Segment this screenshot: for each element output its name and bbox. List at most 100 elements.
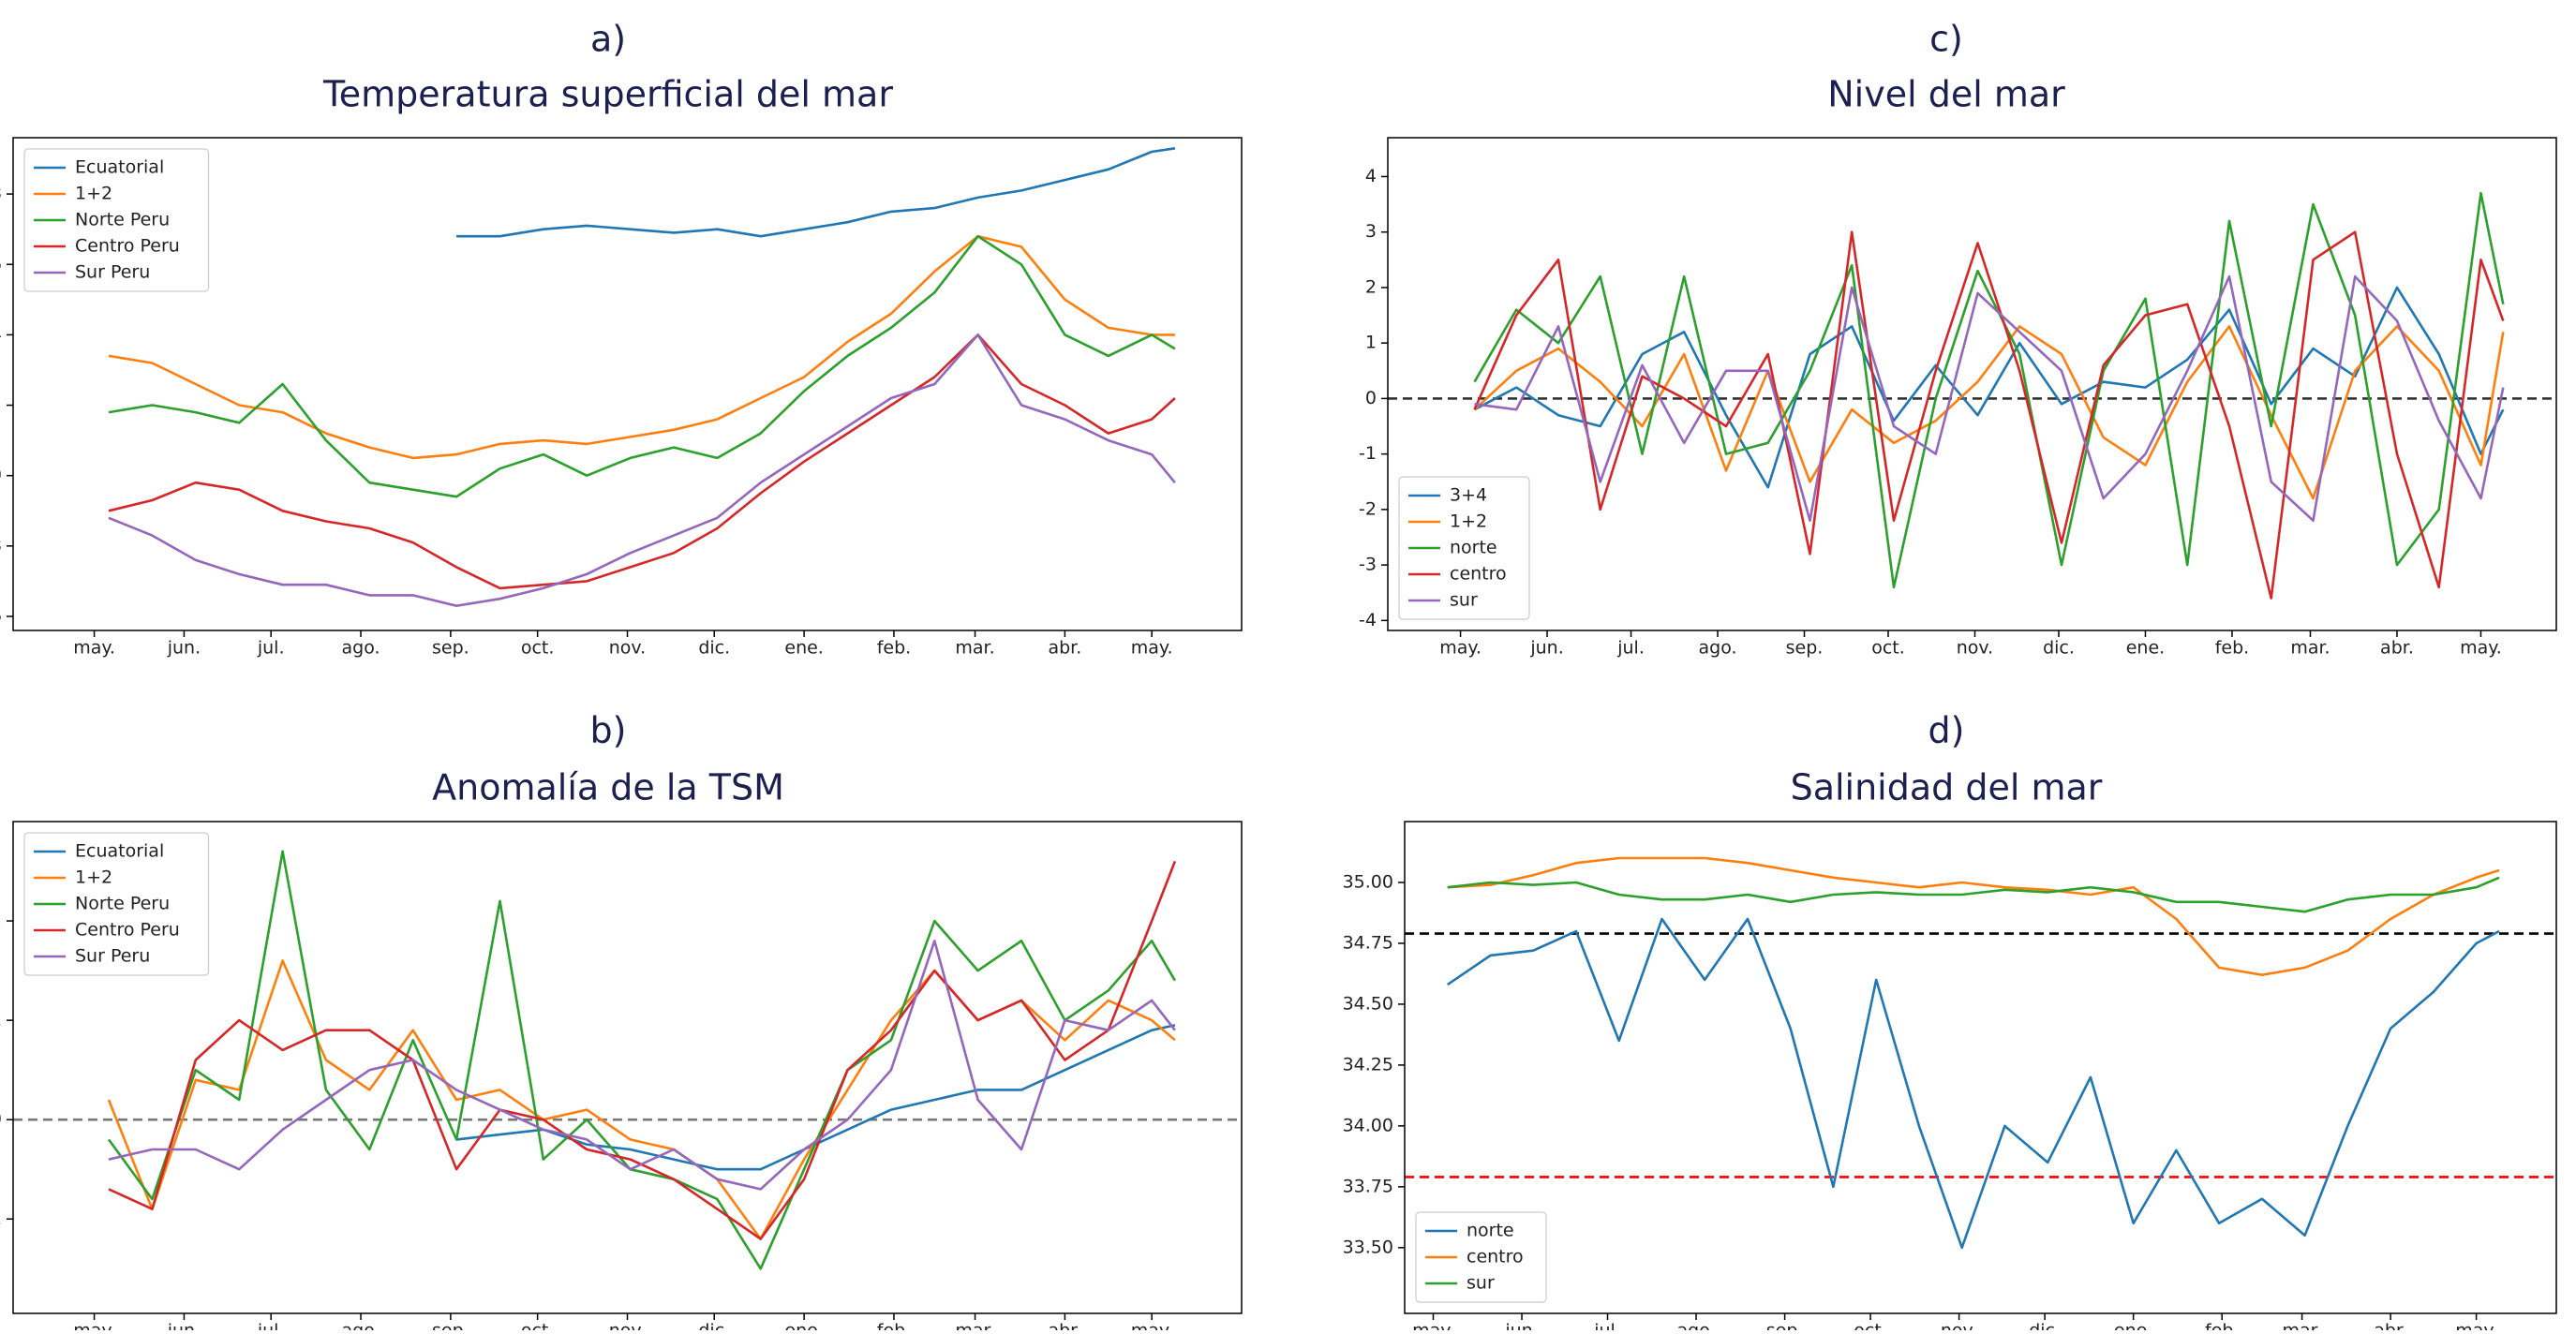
y-tick-label: 22 [0, 394, 2, 415]
series-line [1447, 856, 2500, 976]
x-tick-label: mar. [2290, 638, 2330, 659]
panel: b) Anomalía de la TSM -1 0 1 2 may. jun. jul. ago… [0, 710, 1243, 1334]
x-tick-label: sep. [1766, 1321, 1804, 1331]
x-tick-label: may. [73, 638, 115, 659]
y-tick-label: 1 [0, 1010, 2, 1030]
legend-label: sur [1467, 1273, 1495, 1294]
y-tick-label: 18 [0, 535, 2, 556]
x-tick-label: oct. [521, 638, 555, 659]
series-line [1474, 274, 2505, 522]
x-tick-label: ago. [1699, 638, 1737, 659]
x-tick-label: jun. [1504, 1321, 1538, 1331]
axes-frame [12, 137, 1243, 631]
x-tick-label: dic. [2029, 1321, 2061, 1331]
plot-area [108, 147, 1176, 607]
legend-label: Sur Peru [75, 946, 150, 967]
legend-box [1415, 1211, 1547, 1303]
plot-area [1405, 856, 2556, 1250]
y-tick-label: 26 [0, 254, 2, 274]
legend-label: 1+2 [1450, 511, 1487, 532]
chart-title: Salinidad del mar [1791, 767, 2103, 808]
y-tick-label: 2 [0, 911, 2, 931]
x-tick-label: feb. [2215, 638, 2249, 659]
axes-frame [1387, 137, 2557, 631]
chart-title: Nivel del mar [1827, 74, 2065, 115]
x-tick-label: ago. [342, 1321, 380, 1331]
series-line [1446, 917, 2500, 1250]
x-tick-label: jul. [257, 638, 285, 659]
series-line [108, 334, 1176, 607]
x-tick-label: ene. [784, 1321, 823, 1331]
x-tick-label: nov. [609, 638, 646, 659]
legend-label: centro [1467, 1247, 1524, 1267]
y-tick-label: 3 [1365, 221, 1377, 242]
panel-label: c) [1929, 19, 1963, 60]
y-tick-label: 2 [1365, 276, 1377, 297]
legend-box [23, 148, 210, 292]
y-tick-label: 4 [1365, 166, 1377, 186]
y-tick-label: -1 [1359, 443, 1377, 464]
x-tick-label: jul. [1616, 638, 1645, 659]
panel: a) Temperatura superficial del mar 16 18 20 2… [0, 19, 1243, 659]
legend-label: Centro Peru [75, 236, 180, 257]
x-tick-label: dic. [698, 1321, 730, 1331]
panel-label: b) [590, 710, 627, 751]
y-tick-label: 34.00 [1343, 1115, 1393, 1135]
legend-label: Sur Peru [75, 262, 150, 283]
x-tick-label: dic. [698, 638, 730, 659]
legend-label: sur [1450, 590, 1478, 611]
legend-label: 1+2 [75, 867, 112, 888]
axes-frame [1404, 821, 2557, 1314]
x-tick-label: mar. [955, 1321, 994, 1331]
panel-label: a) [590, 19, 626, 60]
x-tick-label: jun. [167, 1321, 201, 1331]
x-tick-label: ago. [342, 638, 380, 659]
legend-label: 3+4 [1450, 485, 1487, 506]
y-tick-label: 34.75 [1343, 932, 1393, 953]
panel: c) Nivel del mar -4 -3 -2 -1 0 1 2 3 4 may. jun. jul.… [1359, 19, 2557, 659]
x-tick-label: may. [1439, 638, 1482, 659]
legend: 3+4 1+2 norte centro sur [1398, 476, 1530, 620]
legend-label: norte [1467, 1221, 1514, 1241]
chart-title: Temperatura superficial del mar [322, 74, 893, 115]
y-tick-label: -3 [1359, 555, 1377, 575]
x-tick-label: abr. [1048, 1321, 1081, 1331]
y-tick-label: -1 [0, 1208, 2, 1229]
x-tick-label: abr. [2374, 1321, 2407, 1331]
series-line [108, 234, 1176, 498]
legend-label: Norte Peru [75, 894, 170, 914]
x-tick-label: nov. [1957, 638, 1993, 659]
series-line [108, 940, 1176, 1191]
y-tick-label: 16 [0, 605, 2, 626]
series-line [456, 147, 1176, 238]
x-tick-label: abr. [2380, 638, 2414, 659]
x-tick-label: may. [1131, 1321, 1173, 1331]
x-tick-label: sep. [432, 638, 469, 659]
legend: norte centro sur [1415, 1211, 1547, 1303]
series-line [108, 860, 1177, 1240]
legend: Ecuatorial 1+2 Norte Peru Centro Peru Sur Pe… [23, 148, 210, 292]
series-line [1447, 876, 2500, 913]
x-tick-label: mar. [2282, 1321, 2321, 1331]
series-line [1473, 325, 2505, 500]
legend-box [23, 832, 210, 976]
series-line [1473, 286, 2505, 489]
x-tick-label: oct. [1871, 638, 1905, 659]
panel-label: d) [1928, 710, 1965, 751]
x-tick-label: may. [2460, 638, 2502, 659]
x-tick-label: abr. [1048, 638, 1081, 659]
y-tick-label: 28 [0, 184, 2, 204]
y-tick-label: -2 [1359, 498, 1377, 519]
y-tick-label: 34.25 [1343, 1054, 1393, 1075]
x-tick-label: ago. [1677, 1321, 1716, 1331]
x-tick-label: jul. [1593, 1321, 1621, 1331]
y-tick-label: 34.50 [1343, 993, 1393, 1014]
series-line [108, 334, 1176, 590]
y-tick-label: 24 [0, 324, 2, 345]
x-tick-label: oct. [521, 1321, 555, 1331]
x-tick-label: ene. [784, 638, 823, 659]
x-tick-label: oct. [1854, 1321, 1887, 1331]
plot-area [1388, 191, 2556, 600]
x-tick-label: feb. [2205, 1321, 2239, 1331]
